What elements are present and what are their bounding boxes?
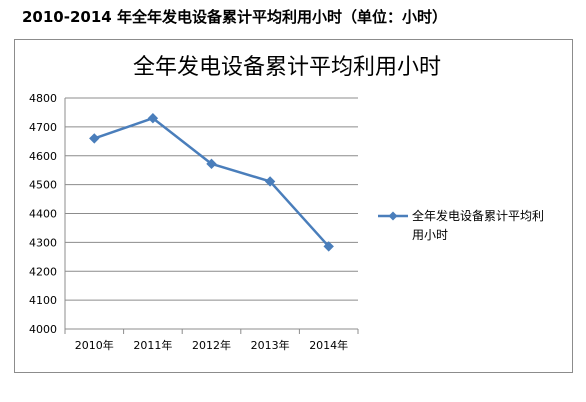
chart-title: 全年发电设备累计平均利用小时 [133,55,441,80]
x-tick-label: 2014年 [309,338,348,352]
data-point-marker [89,133,100,144]
y-tick-label: 4800 [29,92,57,105]
data-point-marker [147,113,159,124]
series-line [93,116,330,248]
axes: 4000 4100 4200 4300 4400 4500 4600 4700 4800 2010… [29,92,359,352]
y-tick-label: 4300 [29,236,57,249]
x-tick-label: 2010年 [75,338,114,352]
grid-lines [65,97,358,330]
x-tick-label: 2013年 [251,338,290,352]
y-tick-label: 4500 [29,179,57,192]
page-title: 2010-2014 年全年发电设备累计平均利用小时（单位：小时） [22,8,447,26]
legend-marker [388,211,398,221]
data-point-marker [264,176,276,187]
y-tick-label: 4600 [29,150,57,163]
legend-label: 用小时 [412,228,448,242]
series-layer [89,113,334,252]
x-tick-label: 2011年 [133,338,172,352]
data-point-marker [323,241,334,252]
legend-label: 全年发电设备累计平均利 [412,208,544,223]
data-point-marker [206,158,217,170]
y-tick-label: 4200 [29,265,57,278]
chart-area: 全年发电设备累计平均利用小时 4000 4100 4200 4300 4400 4500 4… [14,39,573,373]
line-chart: 全年发电设备累计平均利用小时 4000410042004300440045004… [29,55,544,352]
y-tick-label: 4400 [29,208,57,221]
y-tick-label: 4100 [29,294,57,307]
y-tick-label: 4000 [29,323,57,336]
x-tick-label: 2012年 [192,338,231,352]
legend: 全年发电设备累计平均利用小时 [378,208,544,242]
y-tick-label: 4700 [29,121,57,134]
